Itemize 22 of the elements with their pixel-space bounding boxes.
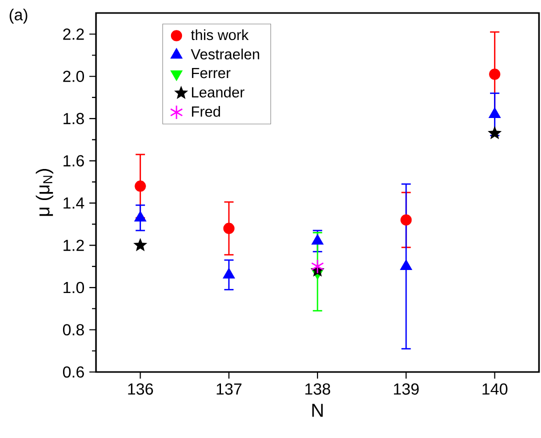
x-tick-label: 138 xyxy=(305,383,330,395)
y-tick-label: 0.6 xyxy=(63,366,84,378)
y-axis-title: μ (μ$_{N}$) xyxy=(36,169,54,216)
legend-label: Vestraelen xyxy=(190,48,260,60)
text: (a) xyxy=(10,8,28,24)
y-tick-label: 1.0 xyxy=(64,282,84,294)
y-tick-label: 2.0 xyxy=(63,70,84,82)
y-tick-label: 0.8 xyxy=(63,324,84,336)
x-axis-title: N xyxy=(312,404,323,417)
legend-label: Leander xyxy=(192,86,244,98)
y-tick-label: 1.2 xyxy=(64,240,84,251)
x-tick-label: 137 xyxy=(216,383,242,395)
x-tick-label: 140 xyxy=(482,383,508,395)
y-tick-label: 1.6 xyxy=(64,155,84,166)
y-tick-label: 1.4 xyxy=(64,198,84,209)
x-tick-label: 136 xyxy=(128,383,153,395)
legend-label: Ferrer xyxy=(192,68,230,78)
x-tick-label: 139 xyxy=(394,383,419,395)
legend-label: this work xyxy=(191,29,249,40)
legend-label: Fred xyxy=(192,106,220,117)
y-tick-label: 2.2 xyxy=(63,28,84,40)
y-tick-label: 1.8 xyxy=(64,112,84,124)
